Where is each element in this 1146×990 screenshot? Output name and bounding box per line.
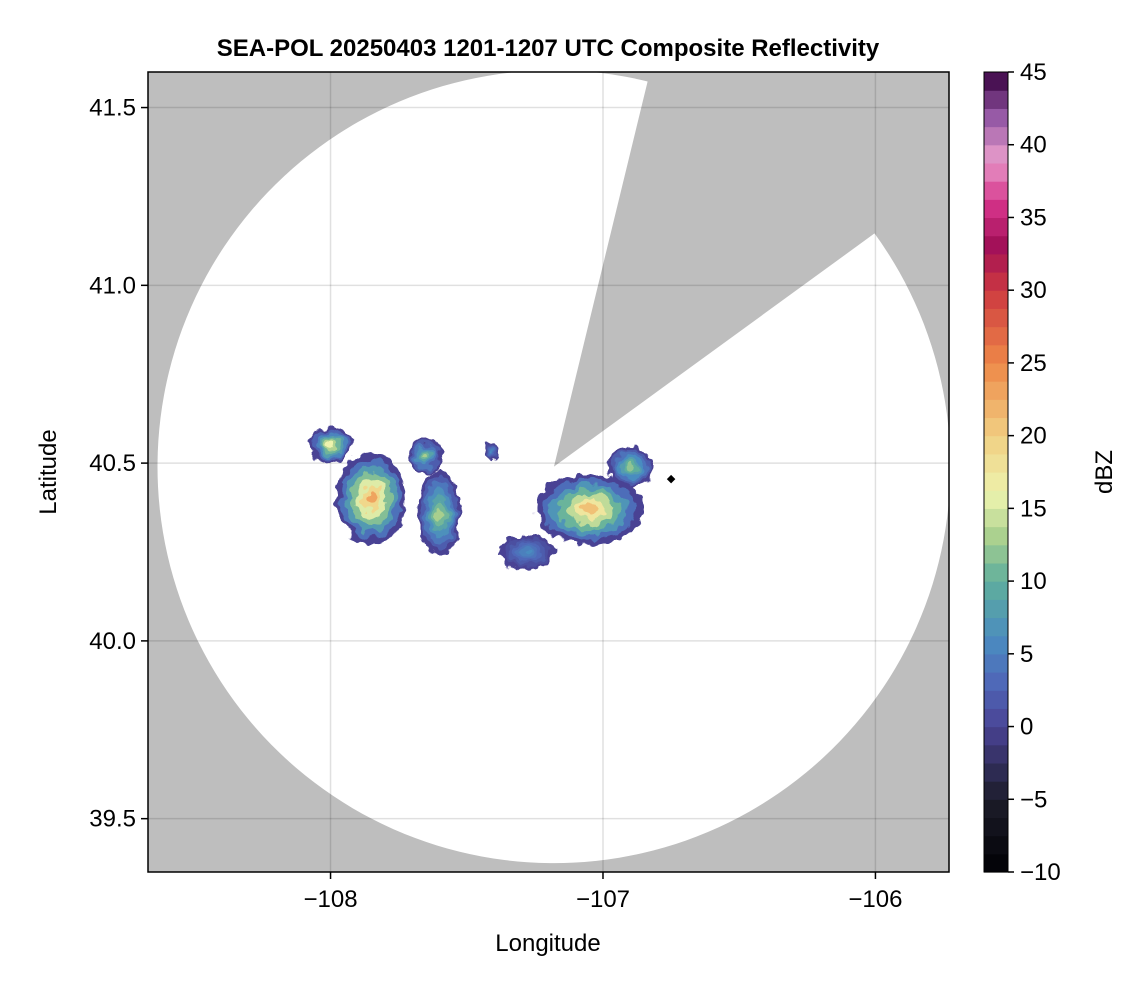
colorbar-band (984, 672, 1008, 691)
colorbar-band (984, 72, 1008, 91)
colorbar-band (984, 417, 1008, 437)
colorbar-band (984, 272, 1008, 291)
colorbar-band (984, 344, 1008, 364)
colorbar-tick-label: 25 (1020, 350, 1047, 377)
colorbar-band (984, 799, 1008, 819)
colorbar-tick-label: 10 (1020, 568, 1047, 595)
y-tick-label: 41.0 (89, 272, 136, 299)
colorbar-tick-label: −10 (1020, 859, 1061, 886)
colorbar-band (984, 253, 1008, 273)
colorbar-band (984, 581, 1008, 600)
echo-contour (366, 492, 377, 506)
colorbar-frame (983, 71, 1009, 873)
chart-title: SEA-POL 20250403 1201-1207 UTC Composite… (217, 35, 880, 62)
colorbar-band (984, 144, 1008, 164)
x-tick-label: −106 (848, 886, 902, 913)
colorbar-band (984, 435, 1008, 455)
x-axis-label: Longitude (495, 930, 600, 957)
colorbar-tick-label: 30 (1020, 277, 1047, 304)
colorbar-band (984, 399, 1008, 419)
colorbar-tick-label: −5 (1020, 786, 1047, 813)
colorbar-band (984, 235, 1008, 255)
colorbar-band (984, 181, 1008, 200)
colorbar-band (984, 726, 1008, 746)
gridlines (148, 72, 949, 872)
reflectivity-echoes (308, 427, 653, 570)
colorbar-band (984, 635, 1008, 655)
y-tick-label: 40.5 (89, 450, 136, 477)
colorbar-label: dBZ (1091, 450, 1118, 494)
colorbar-band (984, 217, 1008, 237)
echo-contour (581, 504, 598, 515)
colorbar-tick-label: 15 (1020, 495, 1047, 522)
plot-area (148, 72, 949, 872)
colorbar-band (984, 199, 1008, 219)
colorbar-band (984, 108, 1008, 128)
colorbar-band (984, 381, 1008, 400)
colorbar-bands (984, 72, 1008, 873)
y-tick-label: 39.5 (89, 806, 136, 833)
colorbar-tick-label: 5 (1020, 641, 1033, 668)
echo-west-cell (335, 452, 407, 545)
y-tick-label: 40.0 (89, 628, 136, 655)
colorbar-band (984, 708, 1008, 728)
colorbar-tick-label: 0 (1020, 714, 1033, 741)
colorbar-band (984, 744, 1008, 764)
radar-coverage-area (157, 72, 949, 864)
echo-small-north (484, 441, 499, 464)
colorbar-band (984, 326, 1008, 346)
colorbar-band (984, 90, 1008, 109)
colorbar-band (984, 453, 1008, 473)
colorbar-band (984, 762, 1008, 782)
colorbar-tick-label: 35 (1020, 204, 1047, 231)
plot-frame (147, 71, 950, 873)
x-tick-label: −107 (576, 886, 630, 913)
colorbar-ticks: −10 −5 0 5 10 15 20 25 30 35 40 45 (1008, 59, 1061, 886)
echo-contour (522, 549, 531, 555)
y-axis-label: Latitude (35, 429, 62, 514)
x-tick-label: −108 (304, 886, 358, 913)
colorbar-tick-label: 45 (1020, 59, 1047, 86)
colorbar-band (984, 817, 1008, 837)
echo-contour (490, 450, 493, 454)
colorbar-band (984, 490, 1008, 509)
colorbar-band (984, 781, 1008, 800)
echo-east-tail (499, 534, 554, 570)
colorbar-band (984, 290, 1008, 309)
colorbar-band (984, 162, 1008, 182)
colorbar-band (984, 544, 1008, 564)
colorbar: −10 −5 0 5 10 15 20 25 30 35 40 45 dBZ (983, 59, 1118, 886)
colorbar-tick-label: 40 (1020, 132, 1047, 159)
echo-contour (436, 506, 443, 519)
colorbar-band (984, 508, 1008, 528)
echo-east-north (608, 445, 653, 488)
colorbar-band (984, 835, 1008, 855)
echo-central-cell (417, 470, 462, 556)
colorbar-band (984, 126, 1008, 146)
echo-west-cell-north (308, 427, 353, 464)
colorbar-band (984, 599, 1008, 619)
x-axis-ticks: −108 −107 −106 (304, 872, 902, 913)
colorbar-band (984, 308, 1008, 328)
echo-contour (327, 442, 334, 448)
colorbar-band (984, 653, 1008, 673)
colorbar-band (984, 472, 1008, 491)
echo-contour (627, 463, 634, 470)
y-axis-ticks: 39.5 40.0 40.5 41.0 41.5 (89, 95, 148, 833)
colorbar-band (984, 690, 1008, 709)
colorbar-band (984, 853, 1008, 873)
echo-central-north (409, 438, 443, 474)
echo-east-cell (534, 473, 644, 545)
colorbar-tick-label: 20 (1020, 423, 1047, 450)
colorbar-band (984, 562, 1008, 582)
colorbar-band (984, 362, 1008, 382)
radar-site-marker (666, 474, 676, 484)
y-tick-label: 41.5 (89, 95, 136, 122)
colorbar-band (984, 526, 1008, 546)
colorbar-band (984, 617, 1008, 637)
echo-contour (423, 453, 429, 459)
